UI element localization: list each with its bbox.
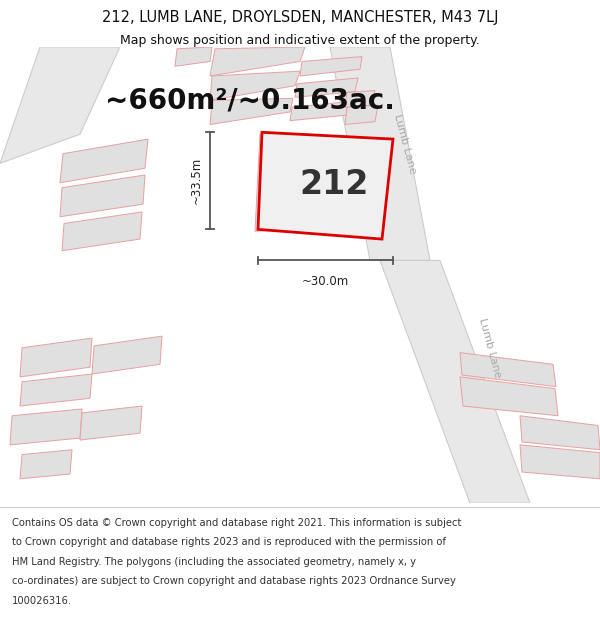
Polygon shape	[175, 47, 212, 66]
Polygon shape	[20, 338, 92, 377]
Polygon shape	[210, 71, 300, 100]
Polygon shape	[210, 98, 293, 124]
Text: ~660m²/~0.163ac.: ~660m²/~0.163ac.	[105, 86, 395, 114]
Polygon shape	[295, 78, 358, 98]
Text: ~30.0m: ~30.0m	[302, 275, 349, 288]
Polygon shape	[80, 406, 142, 440]
Text: Lumb Lane: Lumb Lane	[477, 317, 503, 379]
Text: 212: 212	[299, 169, 368, 201]
Polygon shape	[460, 377, 558, 416]
Text: to Crown copyright and database rights 2023 and is reproduced with the permissio: to Crown copyright and database rights 2…	[12, 538, 446, 548]
Polygon shape	[290, 101, 353, 121]
Polygon shape	[520, 445, 600, 479]
Polygon shape	[10, 409, 82, 445]
Text: co-ordinates) are subject to Crown copyright and database rights 2023 Ordnance S: co-ordinates) are subject to Crown copyr…	[12, 576, 456, 586]
Polygon shape	[520, 416, 600, 450]
Polygon shape	[258, 132, 393, 239]
Text: Map shows position and indicative extent of the property.: Map shows position and indicative extent…	[120, 34, 480, 47]
Text: HM Land Registry. The polygons (including the associated geometry, namely x, y: HM Land Registry. The polygons (includin…	[12, 557, 416, 567]
Polygon shape	[345, 105, 378, 124]
Polygon shape	[92, 336, 162, 374]
Polygon shape	[0, 47, 120, 163]
Polygon shape	[255, 134, 388, 231]
Text: ~33.5m: ~33.5m	[190, 158, 203, 204]
Polygon shape	[300, 57, 362, 76]
Text: Lumb Lane: Lumb Lane	[392, 113, 418, 175]
Polygon shape	[60, 139, 148, 182]
Polygon shape	[210, 47, 305, 76]
Polygon shape	[60, 175, 145, 217]
Polygon shape	[62, 212, 142, 251]
Text: 100026316.: 100026316.	[12, 596, 72, 606]
Polygon shape	[20, 450, 72, 479]
Polygon shape	[345, 91, 375, 107]
Text: Contains OS data © Crown copyright and database right 2021. This information is : Contains OS data © Crown copyright and d…	[12, 518, 461, 528]
Polygon shape	[20, 374, 92, 406]
Polygon shape	[380, 261, 530, 503]
Polygon shape	[330, 47, 430, 261]
Text: 212, LUMB LANE, DROYLSDEN, MANCHESTER, M43 7LJ: 212, LUMB LANE, DROYLSDEN, MANCHESTER, M…	[102, 10, 498, 25]
Polygon shape	[460, 352, 556, 387]
